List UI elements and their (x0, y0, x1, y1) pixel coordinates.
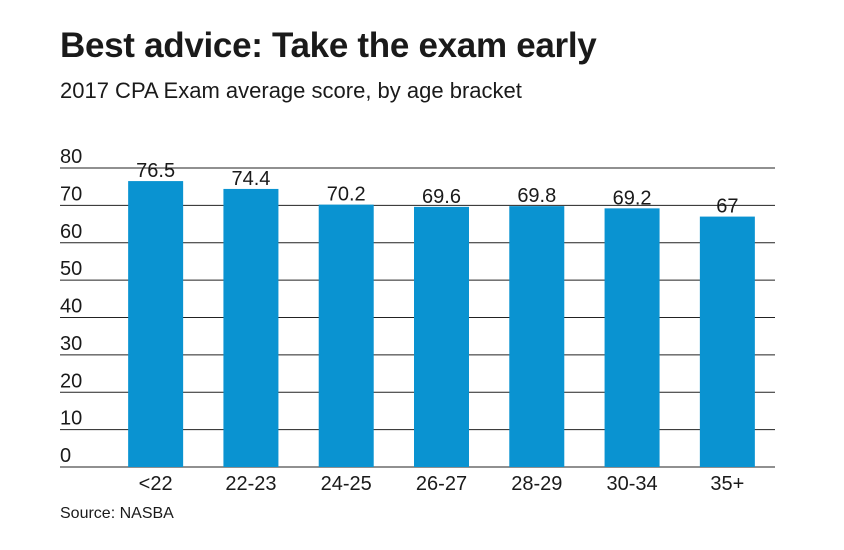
bar (509, 206, 565, 467)
source-note: Source: NASBA (60, 505, 174, 522)
data-label: 76.5 (136, 160, 175, 182)
data-label: 69.2 (613, 187, 652, 209)
chart-title: Best advice: Take the exam early (60, 26, 597, 65)
bar (699, 216, 755, 467)
bar (223, 188, 279, 467)
y-tick-label: 0 (60, 445, 71, 467)
chart-subtitle: 2017 CPA Exam average score, by age brac… (60, 78, 522, 103)
y-tick-label: 20 (60, 370, 82, 392)
x-tick-label: 22-23 (225, 473, 276, 495)
bar-chart: 0 10 20 30 40 50 60 70 80 76.5 <22 74.4 22-23 70.2 24-… (60, 146, 775, 495)
y-tick-label: 80 (60, 146, 82, 168)
data-label: 70.2 (327, 184, 366, 206)
x-tick-label: 28-29 (511, 473, 562, 495)
bar (414, 206, 469, 467)
bar (128, 181, 184, 468)
data-label: 69.6 (422, 186, 461, 208)
data-label: 74.4 (231, 168, 270, 190)
x-tick-label: <22 (139, 473, 173, 495)
x-tick-label: 26-27 (416, 473, 467, 495)
data-label: 69.8 (517, 185, 556, 207)
y-tick-label: 40 (60, 296, 82, 318)
y-tick-label: 60 (60, 221, 82, 243)
data-label: 67 (716, 196, 738, 218)
x-tick-label: 35+ (710, 473, 744, 495)
y-tick-label: 50 (60, 258, 82, 280)
x-tick-label: 30-34 (606, 473, 657, 495)
x-tick-label: 24-25 (321, 473, 372, 495)
bar (604, 208, 660, 468)
bar (318, 204, 374, 467)
y-tick-label: 70 (60, 183, 82, 205)
y-tick-label: 10 (60, 408, 82, 430)
y-tick-label: 30 (60, 333, 82, 355)
